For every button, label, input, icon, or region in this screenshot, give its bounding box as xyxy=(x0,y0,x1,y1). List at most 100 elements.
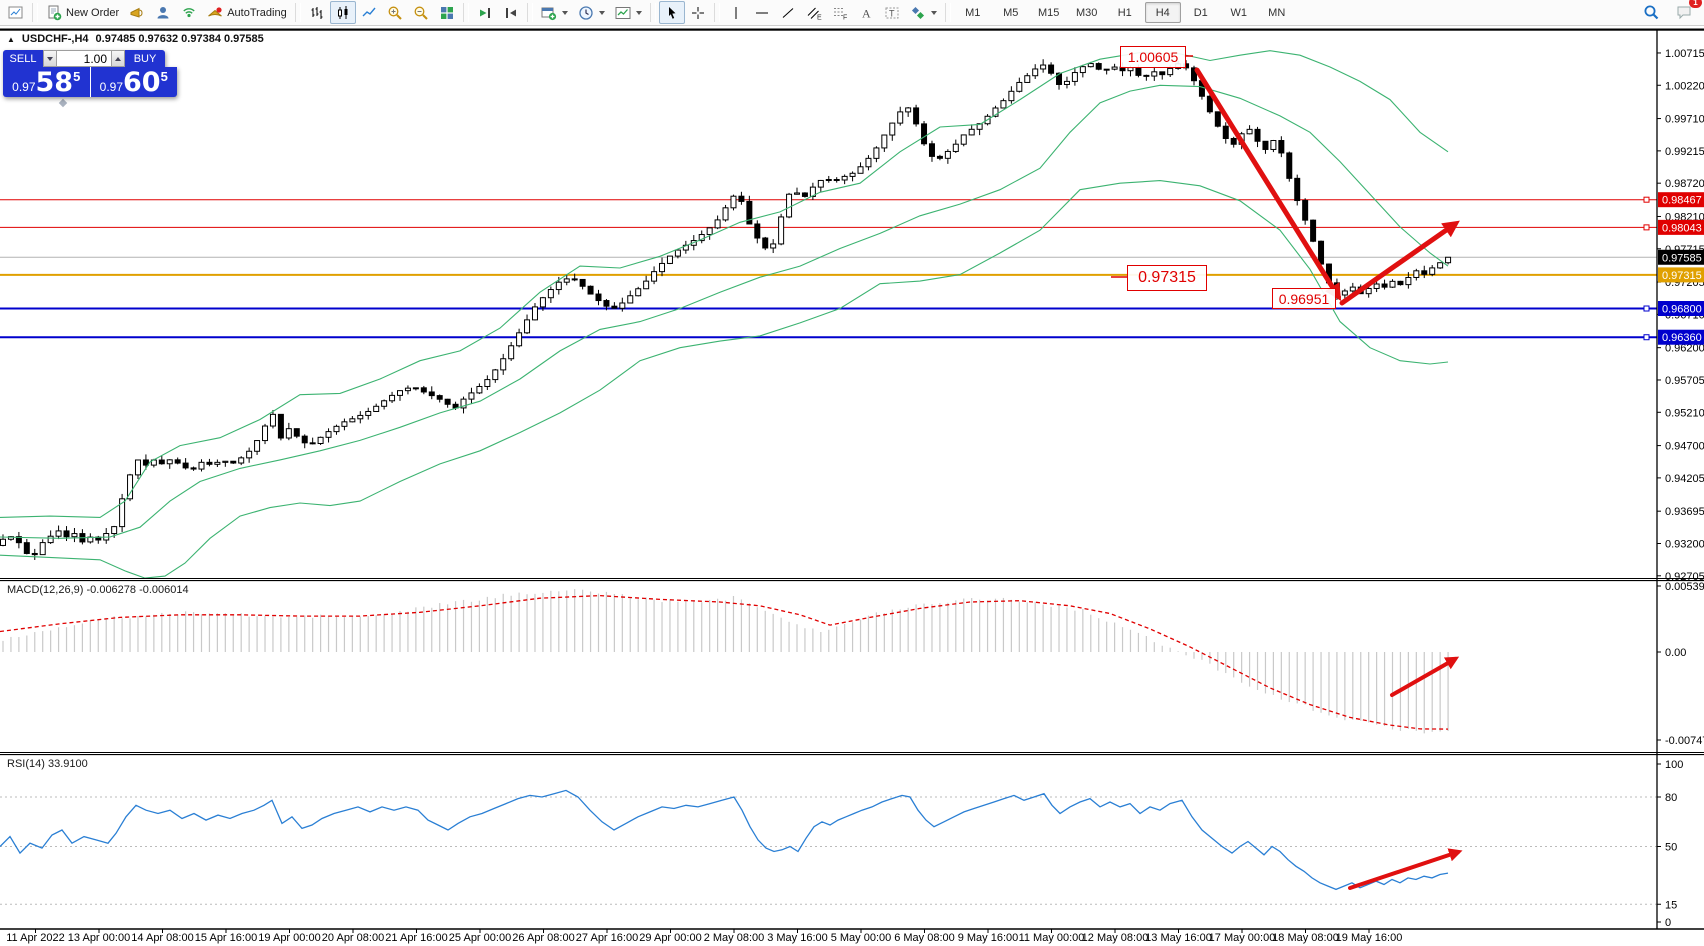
svg-text:1.00715: 1.00715 xyxy=(1665,48,1704,60)
accounts-icon[interactable] xyxy=(150,1,176,24)
period-dropdown[interactable] xyxy=(573,1,610,24)
shift-end-icon[interactable] xyxy=(472,1,498,24)
timeframe-button-mn[interactable]: MN xyxy=(1268,6,1286,19)
svg-text:0.96200: 0.96200 xyxy=(1665,343,1704,355)
svg-text:11 Apr 2022: 11 Apr 2022 xyxy=(6,932,65,944)
svg-text:12 May 08:00: 12 May 08:00 xyxy=(1082,932,1149,944)
line-chart-icon[interactable] xyxy=(356,1,382,24)
sell-price-big: 58 xyxy=(35,67,74,98)
svg-text:11 May 00:00: 11 May 00:00 xyxy=(1019,932,1085,944)
zoom-out-icon[interactable] xyxy=(408,1,434,24)
chevron-down-icon xyxy=(635,10,642,15)
svg-text:19 Apr 00:00: 19 Apr 00:00 xyxy=(258,932,320,944)
svg-text:20 Apr 08:00: 20 Apr 08:00 xyxy=(322,932,384,944)
news-icon[interactable] xyxy=(124,1,150,24)
zoom-in-icon[interactable] xyxy=(382,1,408,24)
trendline-icon[interactable] xyxy=(775,1,801,24)
svg-text:13 May 16:00: 13 May 16:00 xyxy=(1145,932,1212,944)
volume-down-button[interactable] xyxy=(43,50,57,67)
buy-price-prefix: 0.97 xyxy=(99,80,124,94)
separator xyxy=(526,3,533,22)
timeframe-group: M1 M5 M15 M30 H1 H4 D1 W1 MN xyxy=(954,2,1296,23)
svg-text:13 Apr 00:00: 13 Apr 00:00 xyxy=(68,932,130,944)
svg-text:9 May 16:00: 9 May 16:00 xyxy=(958,932,1019,944)
auto-scroll-icon[interactable] xyxy=(498,1,524,24)
svg-text:0.94205: 0.94205 xyxy=(1665,473,1704,485)
crosshair-icon[interactable] xyxy=(685,1,711,24)
autotrading-button[interactable]: AutoTrading xyxy=(202,2,292,23)
macd-value-main: -0.006278 xyxy=(86,584,137,596)
svg-text:0.96360: 0.96360 xyxy=(1662,332,1702,344)
shapes-dropdown[interactable] xyxy=(905,1,942,24)
timeframe-button-h1[interactable]: H1 xyxy=(1117,6,1132,19)
svg-text:0.95210: 0.95210 xyxy=(1665,407,1704,419)
separator xyxy=(944,3,951,22)
svg-text:0.93695: 0.93695 xyxy=(1665,506,1704,518)
candlestick-icon[interactable] xyxy=(329,1,356,24)
rsi-value: 33.9100 xyxy=(47,758,88,770)
timeframe-button-m15[interactable]: M15 xyxy=(1038,6,1060,19)
macd-value-signal: -0.006014 xyxy=(139,584,189,596)
separator xyxy=(32,3,38,22)
buy-price-panel[interactable]: 0.97 60 5 xyxy=(90,67,177,97)
timeframe-button-m30[interactable]: M30 xyxy=(1076,6,1098,19)
buy-button[interactable]: BUY xyxy=(125,50,165,67)
new-order-button[interactable]: New Order xyxy=(41,2,124,23)
new-order-label: New Order xyxy=(66,6,120,19)
signals-icon[interactable] xyxy=(176,1,202,24)
sell-price-prefix: 0.97 xyxy=(12,80,36,94)
autotrading-icon xyxy=(208,6,223,16)
sell-button[interactable]: SELL xyxy=(3,50,43,67)
separator xyxy=(713,3,720,22)
svg-text:0.98043: 0.98043 xyxy=(1662,222,1702,234)
cursor-icon[interactable] xyxy=(658,1,685,24)
collapse-icon[interactable]: ▲ xyxy=(7,34,15,44)
volume-up-button[interactable] xyxy=(111,50,125,67)
rsi-indicator-label: RSI(14) 33.9100 xyxy=(7,758,88,770)
spinner-up-icon xyxy=(115,56,121,61)
svg-text:80: 80 xyxy=(1665,792,1677,804)
notifications-button[interactable]: 1 xyxy=(1671,0,1702,24)
channel-icon[interactable]: E xyxy=(801,1,827,24)
macd-name: MACD(12,26,9) xyxy=(7,584,84,596)
search-icon[interactable] xyxy=(1638,1,1665,24)
notification-badge: 1 xyxy=(1689,0,1702,8)
fibonacci-icon[interactable]: F xyxy=(827,1,853,24)
svg-text:26 Apr 08:00: 26 Apr 08:00 xyxy=(512,932,574,944)
svg-text:0.94700: 0.94700 xyxy=(1665,441,1704,453)
template-dropdown[interactable] xyxy=(610,1,647,24)
price-annotation-low[interactable]: 0.96951 xyxy=(1272,288,1336,309)
price-annotation-mid[interactable]: 0.97315 xyxy=(1127,265,1207,291)
timeframe-button-h4[interactable]: H4 xyxy=(1144,2,1181,23)
text-icon[interactable]: A xyxy=(853,1,879,24)
svg-text:15 Apr 16:00: 15 Apr 16:00 xyxy=(195,932,257,944)
svg-text:0.97315: 0.97315 xyxy=(1662,270,1702,282)
timeframe-button-m1[interactable]: M1 xyxy=(965,6,981,19)
svg-text:17 May 00:00: 17 May 00:00 xyxy=(1209,932,1276,944)
volume-input[interactable] xyxy=(57,50,111,67)
app-icon xyxy=(3,1,29,24)
chevron-down-icon xyxy=(930,10,937,15)
svg-text:19 May 16:00: 19 May 16:00 xyxy=(1336,932,1403,944)
new-chart-dropdown[interactable] xyxy=(536,1,573,24)
sell-price-panel[interactable]: 0.97 58 5 xyxy=(3,67,91,97)
timeframe-button-m5[interactable]: M5 xyxy=(1003,6,1019,19)
svg-text:0.95705: 0.95705 xyxy=(1665,375,1704,387)
svg-text:100: 100 xyxy=(1665,759,1683,771)
timeframe-button-d1[interactable]: D1 xyxy=(1193,6,1208,19)
shapes-icon xyxy=(911,6,924,19)
label-icon[interactable]: T xyxy=(879,1,905,24)
svg-text:-0.007478: -0.007478 xyxy=(1665,735,1704,747)
svg-text:F: F xyxy=(843,14,847,21)
timeframe-button-w1[interactable]: W1 xyxy=(1230,6,1247,19)
vertical-line-icon[interactable] xyxy=(723,1,749,24)
new-order-icon xyxy=(48,5,62,20)
svg-text:1.00220: 1.00220 xyxy=(1665,80,1704,92)
horizontal-line-icon[interactable] xyxy=(749,1,775,24)
svg-text:0: 0 xyxy=(1665,917,1671,929)
svg-text:0.93200: 0.93200 xyxy=(1665,538,1704,550)
bar-chart-icon[interactable] xyxy=(304,1,330,24)
tile-windows-icon[interactable] xyxy=(434,1,460,24)
price-annotation-high[interactable]: 1.00605 xyxy=(1120,46,1186,68)
